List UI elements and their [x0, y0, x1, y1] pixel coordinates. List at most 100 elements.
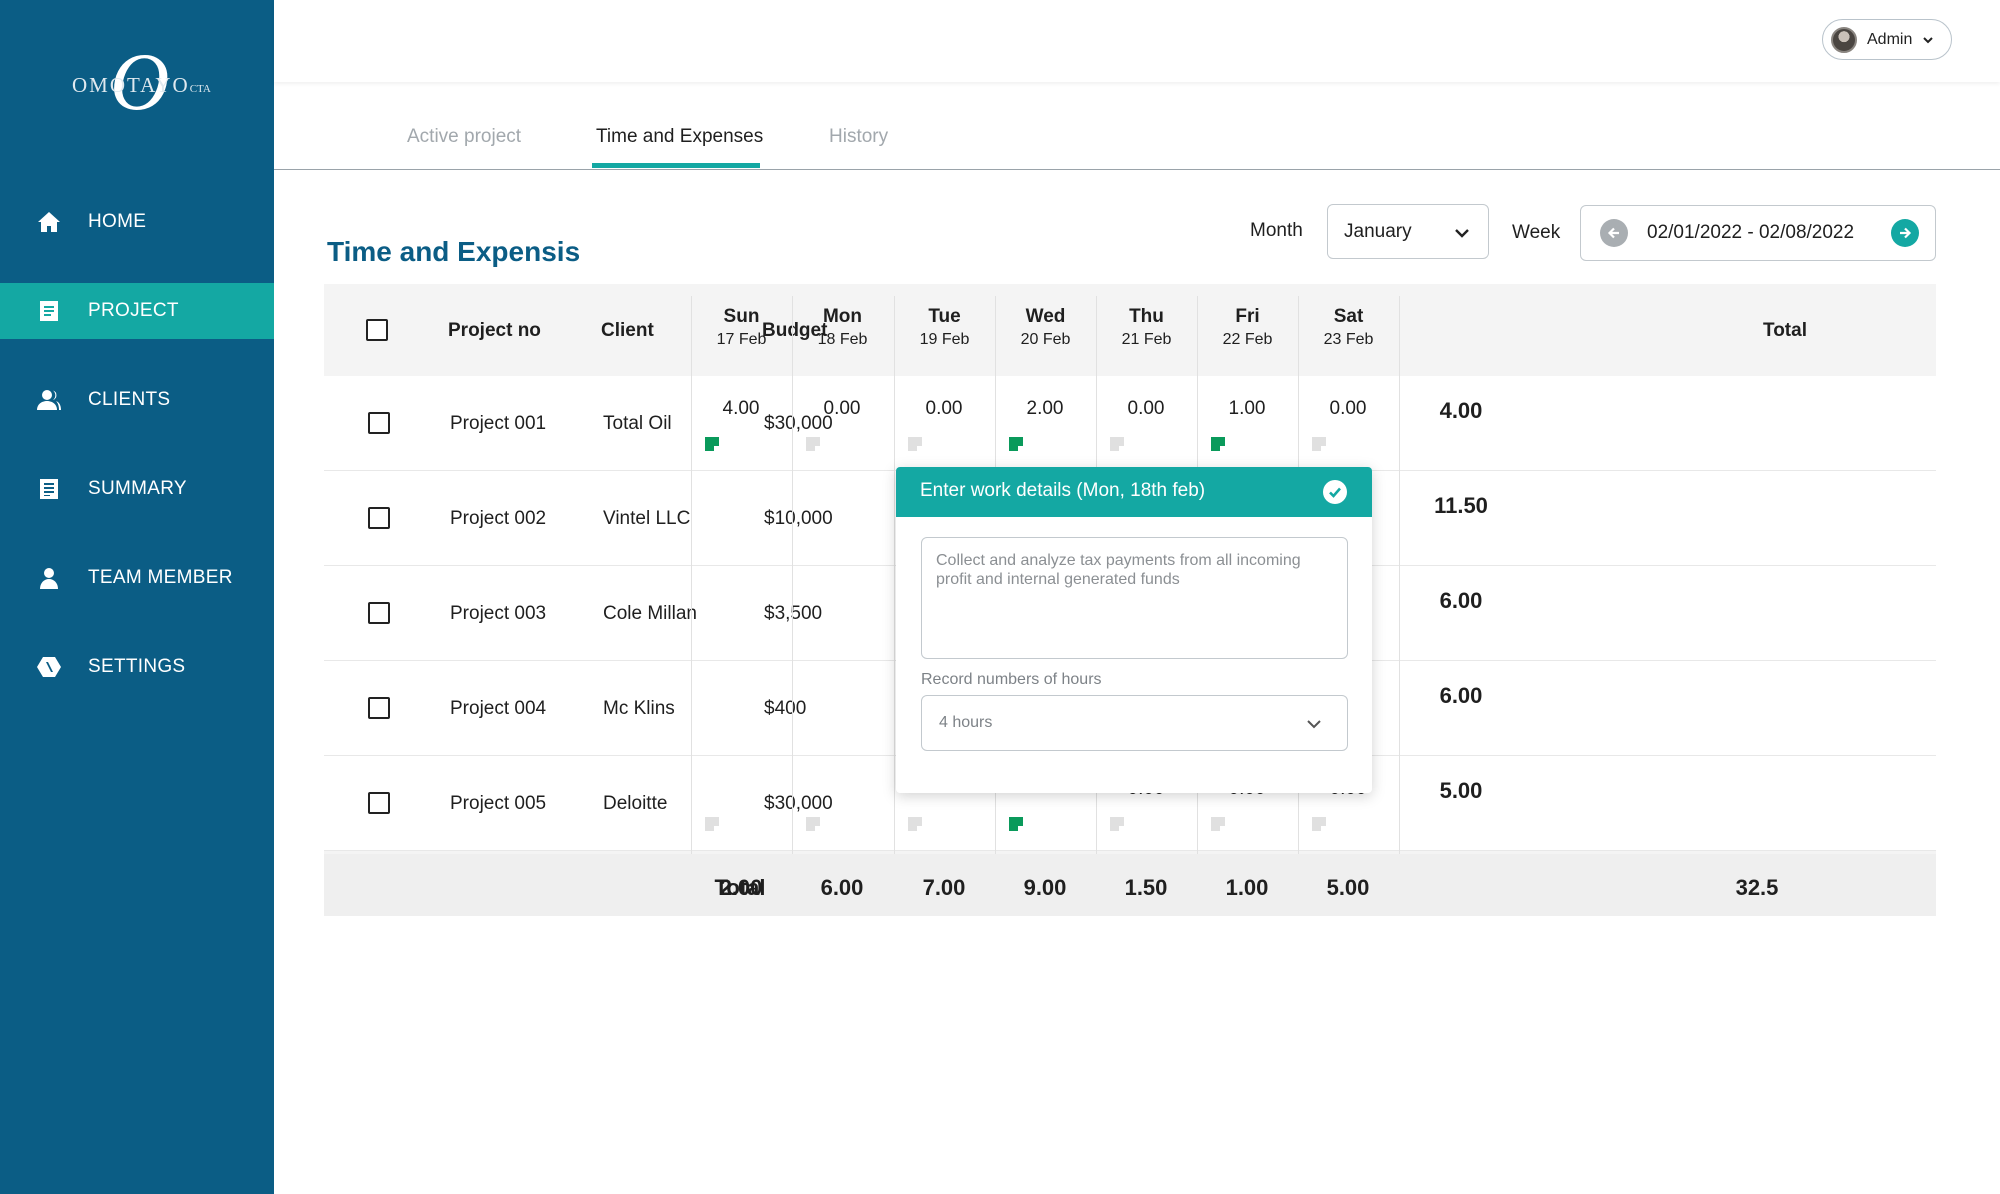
column-header-day-group: Sun 17 Feb — [691, 306, 792, 349]
budget-cell: $10,000 — [764, 508, 833, 529]
sidebar-item-summary[interactable]: SUMMARY — [0, 461, 274, 517]
table-row[interactable]: Project 001 Total Oil $30,000 4.00 0.00 0.00 2… — [324, 376, 1936, 471]
note-icon[interactable] — [1211, 817, 1225, 831]
previous-week-button[interactable] — [1600, 219, 1628, 247]
column-header-day: Sat — [1333, 306, 1364, 327]
month-select[interactable]: January — [1327, 204, 1489, 259]
page-title: Time and Expensis — [327, 236, 581, 267]
row-total-cell: 6.00 — [1439, 588, 1483, 613]
sidebar-item-clients[interactable]: CLIENTS — [0, 372, 274, 428]
budget-cell: $3,500 — [764, 603, 823, 624]
tab-bar: Active project Time and Expenses History — [274, 112, 2000, 170]
hours-cell[interactable]: 2.00 — [1026, 398, 1064, 419]
budget-cell: $400 — [764, 698, 807, 719]
client-cell: Cole Millan — [603, 603, 697, 624]
column-header-day-group: Mon 18 Feb — [792, 306, 893, 349]
sidebar-item-label: TEAM MEMBER — [88, 567, 233, 588]
project-no-cell: Project 005 — [450, 793, 547, 814]
note-icon[interactable] — [908, 817, 922, 831]
sidebar-item-home[interactable]: HOME — [0, 194, 274, 250]
note-icon[interactable] — [705, 817, 719, 831]
note-icon[interactable] — [1009, 437, 1023, 451]
note-icon[interactable] — [705, 437, 719, 451]
next-week-button[interactable] — [1891, 219, 1919, 247]
row-total-cell: 6.00 — [1439, 683, 1483, 708]
row-total-cell: 5.00 — [1439, 778, 1483, 803]
popover-title: Enter work details (Mon, 18th feb) — [920, 480, 1206, 501]
column-header-day-group: Thu 21 Feb — [1096, 306, 1197, 349]
check-icon — [1329, 487, 1341, 498]
settings-icon — [36, 654, 62, 680]
hours-cell[interactable]: 0.00 — [1127, 398, 1165, 419]
person-icon — [36, 565, 62, 591]
row-checkbox[interactable] — [368, 697, 390, 719]
row-total-cell: 11.50 — [1434, 493, 1488, 518]
client-cell: Mc Klins — [603, 698, 675, 719]
row-checkbox[interactable] — [368, 412, 390, 434]
work-details-popover: Enter work details (Mon, 18th feb) Colle… — [896, 467, 1372, 793]
hours-label: Record numbers of hours — [921, 671, 1102, 688]
footer-day-total: 1.00 — [1225, 875, 1269, 900]
week-label: Week — [1512, 222, 1561, 243]
column-divider — [792, 296, 793, 854]
month-label: Month — [1250, 220, 1303, 241]
tab-time-and-expenses[interactable]: Time and Expenses — [596, 126, 764, 147]
avatar — [1831, 26, 1857, 53]
sidebar-item-label: CLIENTS — [88, 389, 171, 410]
row-total-cell: 4.00 — [1439, 398, 1483, 423]
note-icon[interactable] — [1211, 437, 1225, 451]
column-header-day: Fri — [1235, 306, 1260, 327]
column-header-day-group: Tue 19 Feb — [894, 306, 995, 349]
sidebar-item-label: SETTINGS — [88, 656, 186, 677]
sidebar-item-settings[interactable]: SETTINGS — [0, 639, 274, 695]
column-divider — [691, 296, 692, 854]
column-header-project-no: Project no — [448, 320, 541, 341]
confirm-button[interactable] — [1323, 480, 1347, 504]
work-description-input[interactable]: Collect and analyze tax payments from al… — [921, 537, 1348, 659]
hours-cell[interactable]: 0.00 — [925, 398, 963, 419]
note-icon[interactable] — [1312, 437, 1326, 451]
tab-history[interactable]: History — [829, 126, 889, 147]
sidebar-item-label: PROJECT — [88, 300, 179, 321]
user-menu-button[interactable]: Admin — [1822, 19, 1952, 60]
column-header-day-group: Sat 23 Feb — [1298, 306, 1399, 349]
logo-letter: O — [110, 36, 170, 127]
client-cell: Deloitte — [603, 793, 668, 814]
sidebar-item-label: SUMMARY — [88, 478, 187, 499]
note-icon[interactable] — [806, 437, 820, 451]
note-icon[interactable] — [1009, 817, 1023, 831]
column-header-total: Total — [1763, 320, 1807, 341]
footer-day-total: 7.00 — [922, 875, 966, 900]
note-icon[interactable] — [1312, 817, 1326, 831]
column-header-date: 21 Feb — [1121, 331, 1172, 348]
table-header: Project no Client Budget Total Sun 17 Feb… — [324, 284, 1936, 376]
month-value: January — [1344, 220, 1412, 242]
active-tab-indicator — [592, 163, 760, 168]
select-all-checkbox[interactable] — [366, 319, 388, 341]
hours-cell[interactable]: 0.00 — [1329, 398, 1367, 419]
row-checkbox[interactable] — [368, 792, 390, 814]
column-header-day: Sun — [723, 306, 760, 327]
note-icon[interactable] — [1110, 817, 1124, 831]
sidebar: O OMOTAYOCTA HOME PROJECT CLIENTS SUMMA — [0, 0, 274, 1194]
budget-cell: $30,000 — [764, 793, 833, 814]
note-icon[interactable] — [806, 817, 820, 831]
brand-logo[interactable]: O OMOTAYOCTA — [70, 41, 211, 125]
project-no-cell: Project 002 — [450, 508, 547, 529]
hours-cell[interactable]: 4.00 — [722, 398, 760, 419]
tab-active-project[interactable]: Active project — [407, 126, 522, 147]
row-checkbox[interactable] — [368, 602, 390, 624]
logo-wordmark: OMOTAYOCTA — [72, 73, 211, 97]
sidebar-item-team-member[interactable]: TEAM MEMBER — [0, 550, 274, 606]
column-header-date: 22 Feb — [1222, 331, 1273, 348]
sidebar-item-project[interactable]: PROJECT — [0, 283, 274, 339]
hours-cell[interactable]: 1.00 — [1228, 398, 1266, 419]
note-icon[interactable] — [908, 437, 922, 451]
hours-select[interactable]: 4 hours — [921, 695, 1348, 751]
note-icon[interactable] — [1110, 437, 1124, 451]
user-name: Admin — [1867, 30, 1913, 48]
home-icon — [36, 209, 62, 235]
hours-cell[interactable]: 0.00 — [823, 398, 861, 419]
footer-day-total: 2.00 — [719, 875, 763, 900]
row-checkbox[interactable] — [368, 507, 390, 529]
